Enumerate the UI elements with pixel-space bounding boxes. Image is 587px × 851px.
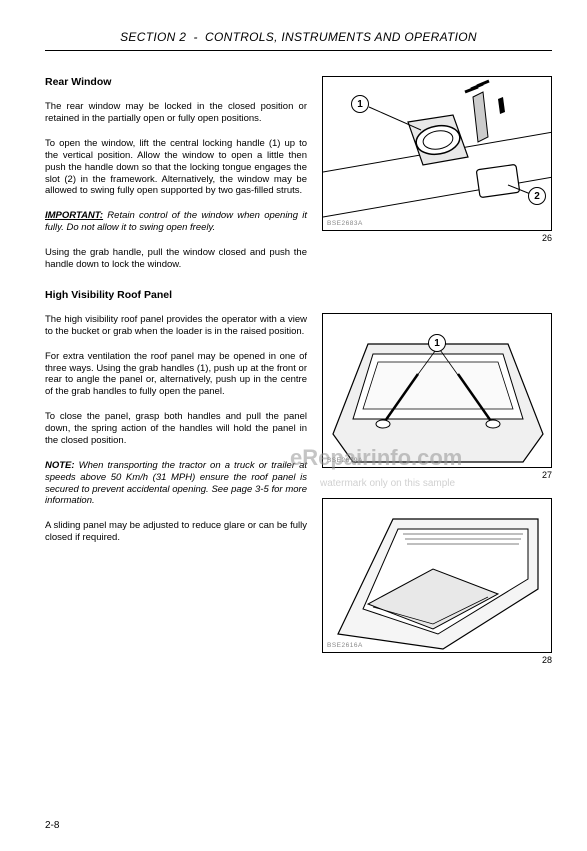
note: NOTE: When transporting the tractor on a… bbox=[45, 460, 307, 508]
callout-1: 1 bbox=[351, 95, 369, 113]
text-column: Rear Window The rear window may be locke… bbox=[45, 76, 307, 683]
page-number: 2-8 bbox=[45, 820, 59, 831]
figure-column: 1 2 BSE2683A 26 1 bbox=[322, 76, 552, 683]
paragraph: The rear window may be locked in the clo… bbox=[45, 101, 307, 125]
content-area: Rear Window The rear window may be locke… bbox=[45, 76, 552, 683]
important-note: IMPORTANT: Retain control of the window … bbox=[45, 210, 307, 234]
heading-rear-window: Rear Window bbox=[45, 76, 307, 89]
section-title: CONTROLS, INSTRUMENTS AND OPERATION bbox=[205, 30, 477, 44]
illustration-sliding-panel bbox=[323, 499, 552, 653]
callout-1: 1 bbox=[428, 334, 446, 352]
figure-number: 28 bbox=[322, 655, 552, 665]
paragraph: For extra ventilation the roof panel may… bbox=[45, 351, 307, 399]
paragraph: To open the window, lift the central loc… bbox=[45, 138, 307, 197]
figure-28: BSE2616A 28 bbox=[322, 498, 552, 665]
callout-2: 2 bbox=[528, 187, 546, 205]
paragraph: The high visibility roof panel provides … bbox=[45, 314, 307, 338]
important-label: IMPORTANT: bbox=[45, 210, 103, 221]
figure-code: BSE2683A bbox=[327, 220, 363, 227]
section-header: SECTION 2 - CONTROLS, INSTRUMENTS AND OP… bbox=[45, 30, 552, 51]
figure-26: 1 2 BSE2683A 26 bbox=[322, 76, 552, 243]
heading-roof-panel: High Visibility Roof Panel bbox=[45, 289, 307, 302]
note-text: When transporting the tractor on a truck… bbox=[45, 460, 307, 507]
section-number: SECTION 2 bbox=[120, 30, 186, 44]
figure-27: 1 BSE2679A 27 bbox=[322, 313, 552, 480]
figure-number: 27 bbox=[322, 470, 552, 480]
figure-code: BSE2679A bbox=[327, 457, 363, 464]
note-label: NOTE: bbox=[45, 460, 75, 471]
paragraph: Using the grab handle, pull the window c… bbox=[45, 247, 307, 271]
paragraph: A sliding panel may be adjusted to reduc… bbox=[45, 520, 307, 544]
figure-number: 26 bbox=[322, 233, 552, 243]
figure-code: BSE2616A bbox=[327, 642, 363, 649]
paragraph: To close the panel, grasp both handles a… bbox=[45, 411, 307, 447]
